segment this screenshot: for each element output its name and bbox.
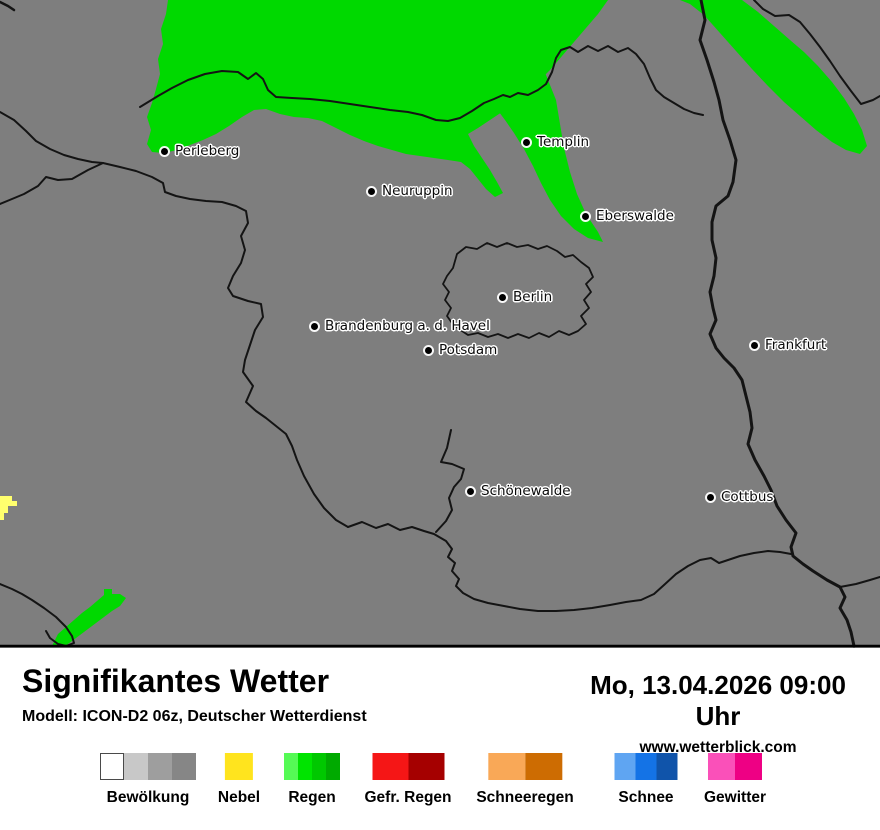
city-label: Potsdam	[439, 342, 498, 358]
legend-item-nebel: Nebel	[218, 753, 260, 807]
legend-swatch-schnee	[614, 753, 678, 780]
legend-color-cell	[284, 753, 298, 780]
legend-color-cell	[524, 753, 562, 780]
legend-label: Regen	[288, 789, 336, 806]
legend-color-cell	[614, 753, 636, 780]
city-marker: Neuruppin	[368, 183, 453, 199]
border-east-oder	[698, 0, 856, 648]
border-north-mecklenburg	[139, 45, 704, 122]
city-marker: Berlin	[499, 289, 552, 305]
legend-color-cell	[225, 753, 253, 780]
city-dot-icon	[467, 487, 474, 495]
legend-color-cell	[635, 753, 657, 780]
border-west-upper	[0, 111, 104, 164]
city-dot-icon	[311, 322, 318, 330]
legend-color-cell	[148, 753, 172, 780]
city-marker: Cottbus	[707, 489, 773, 505]
legend-item-gewitter: Gewitter	[704, 753, 766, 807]
border-south	[347, 521, 792, 612]
legend-label: Bewölkung	[106, 789, 190, 806]
legend-item-schnee: Schnee	[614, 753, 678, 807]
city-marker: Templin	[523, 134, 589, 150]
city-marker: Brandenburg a. d. Havel	[311, 318, 490, 334]
city-label: Schönewalde	[481, 483, 571, 499]
legend-label: Schneeregen	[476, 789, 574, 806]
legend-swatch-nebel	[225, 753, 253, 780]
city-dot-icon	[161, 147, 168, 155]
legend-item-schneeregen: Schneeregen	[476, 753, 574, 807]
legend-label: Nebel	[217, 789, 261, 806]
legend-label: Gefr. Regen	[364, 789, 452, 806]
city-label: Cottbus	[721, 489, 774, 505]
legend-swatch-schneeregen	[487, 753, 562, 780]
border-southeast-branch	[839, 576, 880, 588]
border-west-main	[102, 162, 349, 528]
city-dot-icon	[368, 187, 375, 195]
legend-color-cell	[298, 753, 312, 780]
legend-color-cell	[656, 753, 678, 780]
legend-color-cell	[172, 753, 196, 780]
city-marker: Frankfurt	[751, 337, 826, 353]
weather-map-canvas	[0, 0, 880, 648]
page-title: Signifikantes Wetter	[22, 663, 330, 699]
legend-color-cell	[707, 753, 735, 780]
city-marker: Schönewalde	[467, 483, 571, 499]
legend-item-gefr-regen: Gefr. Regen	[365, 753, 452, 807]
city-label: Eberswalde	[596, 208, 674, 224]
legend-color-cell	[487, 753, 525, 780]
city-label: Perleberg	[175, 143, 240, 159]
website-url: www.wetterblick.com	[639, 739, 797, 756]
border-southwest-curve	[0, 583, 75, 647]
city-dot-icon	[499, 293, 506, 301]
legend-color-cell	[312, 753, 326, 780]
legend-color-cell	[124, 753, 148, 780]
legend-label: Gewitter	[703, 789, 767, 806]
legend-swatch-bewoelkung	[100, 753, 196, 780]
city-label: Frankfurt	[765, 337, 827, 353]
legend-color-cell	[326, 753, 340, 780]
legend-item-regen: Regen	[284, 753, 340, 807]
city-dot-icon	[425, 346, 432, 354]
legend-color-cell	[734, 753, 762, 780]
rain-area-templin-eberswalde-strip	[496, 70, 603, 242]
city-label: Neuruppin	[382, 183, 453, 199]
border-berlin-city	[442, 242, 594, 339]
legend-swatch-regen	[284, 753, 340, 780]
rain-area-northwest	[147, 0, 608, 197]
legend-swatch-gewitter	[707, 753, 762, 780]
date-column: Mo, 13.04.2026 09:00 Uhr www.wetterblick…	[568, 670, 868, 757]
city-dot-icon	[751, 341, 758, 349]
city-dot-icon	[582, 212, 589, 220]
fog-area-west-edge	[0, 496, 17, 520]
border-topleft-corner-mark	[0, 0, 16, 12]
legend-color-cell	[100, 753, 124, 780]
forecast-datetime: Mo, 13.04.2026 09:00 Uhr	[590, 670, 846, 731]
city-dot-icon	[523, 138, 530, 146]
city-marker: Potsdam	[425, 342, 497, 358]
legend-item-bewoelkung: Bewölkung	[100, 753, 196, 807]
city-marker: Perleberg	[161, 143, 239, 159]
legend-swatch-gefr-regen	[372, 753, 444, 780]
border-northeast-thin	[753, 0, 880, 105]
city-label: Templin	[537, 134, 590, 150]
city-label: Brandenburg a. d. Havel	[325, 318, 490, 334]
city-dot-icon	[707, 493, 714, 501]
rain-area-northeast-band	[680, 0, 867, 154]
legend-label: Schnee	[618, 789, 674, 806]
border-west-left-branch	[0, 162, 104, 205]
border-schoenewalde-branch	[435, 429, 465, 533]
weather-map: Perleberg Templin Neuruppin Eberswalde Berli…	[0, 0, 880, 648]
city-marker: Eberswalde	[582, 208, 674, 224]
model-info: Modell: ICON-D2 06z, Deutscher Wetterdie…	[22, 708, 367, 725]
legend-color-cell	[372, 753, 408, 780]
city-label: Berlin	[513, 289, 553, 305]
legend-color-cell	[408, 753, 444, 780]
